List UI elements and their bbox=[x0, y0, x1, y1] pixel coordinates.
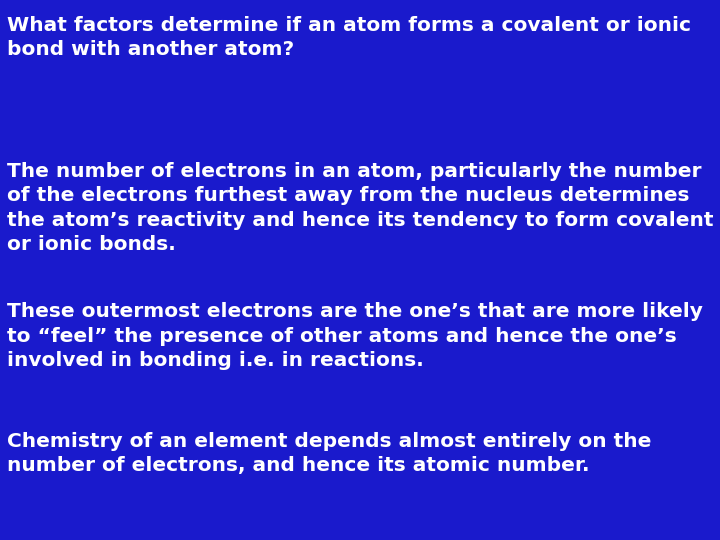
Text: What factors determine if an atom forms a covalent or ionic
bond with another at: What factors determine if an atom forms … bbox=[7, 16, 691, 59]
Text: These outermost electrons are the one’s that are more likely
to “feel” the prese: These outermost electrons are the one’s … bbox=[7, 302, 703, 370]
Text: The number of electrons in an atom, particularly the number
of the electrons fur: The number of electrons in an atom, part… bbox=[7, 162, 714, 254]
Text: Chemistry of an element depends almost entirely on the
number of electrons, and : Chemistry of an element depends almost e… bbox=[7, 432, 652, 475]
